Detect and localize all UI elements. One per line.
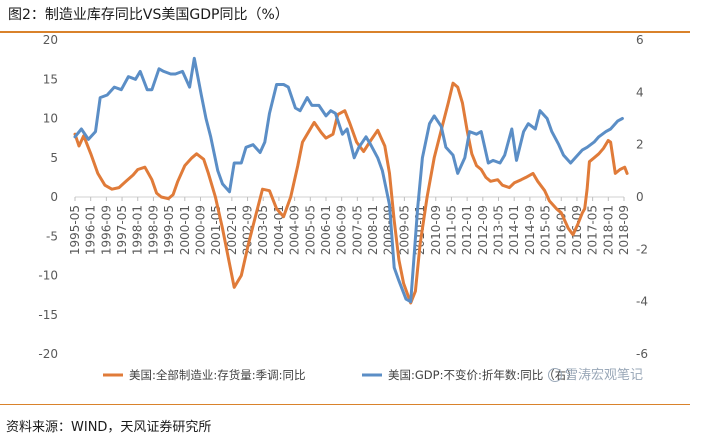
gdp-series-line — [73, 56, 624, 304]
x-tick-label: 2002-09 — [241, 205, 255, 255]
right-tick-label: -2 — [636, 242, 648, 256]
x-tick-label: 2008-01 — [366, 205, 380, 255]
x-tick-label: 2000-01 — [178, 205, 192, 255]
x-tick-label: 2005-05 — [303, 205, 317, 255]
x-tick-label: 2002-01 — [225, 205, 239, 255]
right-axis-ticks: 6 4 2 0 -2 -4 -6 — [636, 33, 648, 361]
x-tick-label: 1998-09 — [146, 205, 160, 255]
left-tick-label: -5 — [46, 229, 58, 243]
legend-label: 美国:GDP:不变价:折年数:同比（右） — [388, 368, 578, 382]
legend: 美国:全部制造业:存货量:季调:同比 美国:GDP:不变价:折年数:同比（右） — [103, 368, 578, 382]
left-tick-label: 5 — [50, 151, 58, 165]
left-tick-label: 10 — [43, 112, 58, 126]
watermark-text: 雪涛宏观笔记 — [565, 368, 644, 383]
x-tick-label: 2015-05 — [539, 205, 553, 255]
x-tick-label: 2007-05 — [350, 205, 364, 255]
x-tick-label: 2006-09 — [335, 205, 349, 255]
wechat-icon — [548, 368, 562, 382]
top-divider — [0, 31, 690, 33]
x-tick-label: 2014-09 — [523, 205, 537, 255]
right-tick-label: 0 — [636, 190, 644, 204]
right-tick-label: -4 — [636, 295, 648, 309]
x-tick-label: 2012-01 — [460, 205, 474, 255]
left-tick-label: 20 — [43, 33, 58, 47]
left-tick-label: 0 — [50, 190, 58, 204]
x-tick-label: 1995-05 — [68, 205, 82, 255]
x-tick-label: 2000-09 — [193, 205, 207, 255]
x-tick-label: 1997-05 — [115, 205, 129, 255]
x-tick-label: 1998-01 — [131, 205, 145, 255]
x-tick-label: 1996-09 — [99, 205, 113, 255]
x-tick-label: 1999-05 — [162, 205, 176, 255]
x-tick-label: 2013-05 — [492, 205, 506, 255]
x-tick-label: 2001-05 — [209, 205, 223, 255]
x-tick-label: 2017-05 — [586, 205, 600, 255]
x-tick-label: 2006-01 — [319, 205, 333, 255]
source-note: 资料来源：WIND，天风证券研究所 — [6, 420, 212, 435]
x-tick-label: 2004-01 — [272, 205, 286, 255]
left-tick-label: 15 — [43, 72, 58, 86]
right-tick-label: -6 — [636, 347, 648, 361]
x-tick-label: 2009-05 — [397, 205, 411, 255]
x-tick-label: 2003-05 — [256, 205, 270, 255]
x-tick-label: 2012-09 — [476, 205, 490, 255]
x-tick-label: 2014-01 — [507, 205, 521, 255]
bottom-divider — [0, 404, 690, 405]
x-axis-ticks: 1995-05 1996-01 1996-09 1997-05 1998-01 1998-… — [68, 197, 631, 255]
x-tick-label: 2018-09 — [617, 205, 631, 255]
x-tick-label: 2018-01 — [601, 205, 615, 255]
x-tick-label: 2010-09 — [429, 205, 443, 255]
legend-label: 美国:全部制造业:存货量:季调:同比 — [129, 368, 306, 382]
inventory-series-line — [73, 81, 629, 305]
x-tick-label: 1996-01 — [84, 205, 98, 255]
x-tick-label: 2011-05 — [444, 205, 458, 255]
left-tick-label: -10 — [38, 269, 58, 283]
right-tick-label: 2 — [636, 138, 644, 152]
x-tick-label: 2004-09 — [288, 205, 302, 255]
chart-title: 图2：制造业库存同比VS美国GDP同比（%） — [8, 7, 289, 23]
right-tick-label: 4 — [636, 85, 644, 99]
series-lines — [73, 56, 629, 305]
right-tick-label: 6 — [636, 33, 644, 47]
left-axis-ticks: 20 15 10 5 0 -5 -10 -15 -20 — [38, 33, 58, 361]
left-tick-label: -20 — [38, 347, 58, 361]
watermark: 雪涛宏观笔记 — [548, 364, 643, 383]
left-tick-label: -15 — [38, 308, 58, 322]
